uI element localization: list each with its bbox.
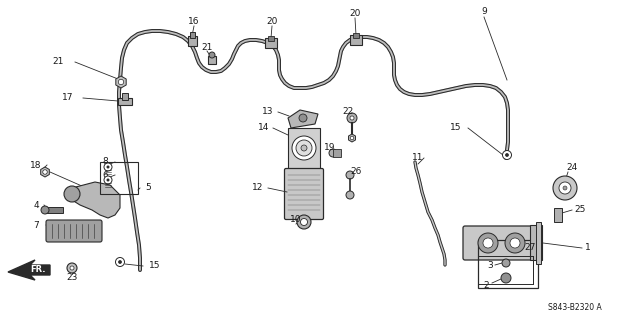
- Circle shape: [106, 166, 109, 168]
- Text: 5: 5: [145, 183, 151, 192]
- Text: 1: 1: [585, 243, 591, 253]
- Polygon shape: [116, 76, 126, 88]
- Bar: [530, 225, 542, 260]
- Circle shape: [70, 266, 74, 270]
- Circle shape: [346, 171, 354, 179]
- Bar: [190, 32, 195, 38]
- Circle shape: [347, 113, 357, 123]
- Circle shape: [64, 186, 80, 202]
- FancyBboxPatch shape: [285, 168, 323, 219]
- Circle shape: [43, 170, 47, 174]
- Bar: [350, 35, 362, 45]
- Circle shape: [67, 263, 77, 273]
- Text: 22: 22: [342, 108, 354, 116]
- Text: 13: 13: [262, 108, 274, 116]
- Text: 4: 4: [33, 201, 39, 210]
- Circle shape: [104, 176, 112, 184]
- Text: 19: 19: [324, 144, 336, 152]
- Text: 18: 18: [30, 160, 42, 169]
- Bar: [333, 149, 341, 157]
- Circle shape: [563, 186, 567, 190]
- Circle shape: [115, 257, 125, 266]
- Polygon shape: [349, 134, 355, 142]
- Text: 12: 12: [252, 183, 264, 192]
- Bar: [122, 93, 128, 100]
- Bar: [208, 56, 216, 64]
- Circle shape: [350, 116, 354, 120]
- Circle shape: [559, 182, 571, 194]
- Bar: [353, 33, 359, 38]
- Text: FR.: FR.: [30, 265, 45, 275]
- Polygon shape: [8, 260, 50, 280]
- Text: 20: 20: [349, 10, 361, 19]
- Circle shape: [510, 238, 520, 248]
- Bar: [478, 240, 538, 288]
- Bar: [268, 36, 274, 41]
- Circle shape: [501, 273, 511, 283]
- Circle shape: [301, 145, 307, 151]
- Text: 2: 2: [483, 281, 489, 291]
- Text: 23: 23: [67, 273, 77, 283]
- Bar: [554, 208, 562, 222]
- Text: 9: 9: [481, 8, 487, 17]
- Text: S843-B2320 A: S843-B2320 A: [548, 303, 602, 313]
- Text: 15: 15: [451, 123, 461, 132]
- Text: 6: 6: [102, 170, 108, 180]
- Text: 26: 26: [350, 167, 362, 176]
- FancyBboxPatch shape: [463, 226, 532, 260]
- Text: 21: 21: [52, 57, 64, 66]
- Circle shape: [329, 149, 337, 157]
- Circle shape: [296, 140, 312, 156]
- Circle shape: [301, 219, 307, 226]
- Polygon shape: [41, 167, 49, 177]
- Text: 11: 11: [412, 153, 424, 162]
- Text: 14: 14: [259, 123, 269, 132]
- Bar: [100, 162, 138, 194]
- Circle shape: [505, 233, 525, 253]
- Text: 24: 24: [566, 164, 578, 173]
- Polygon shape: [288, 110, 318, 128]
- Circle shape: [106, 179, 109, 182]
- Circle shape: [292, 136, 316, 160]
- Circle shape: [502, 259, 510, 267]
- Text: 16: 16: [188, 18, 200, 26]
- FancyBboxPatch shape: [46, 220, 102, 242]
- Circle shape: [104, 163, 112, 171]
- Circle shape: [346, 191, 354, 199]
- Circle shape: [506, 153, 509, 157]
- Text: 10: 10: [291, 216, 301, 225]
- Circle shape: [553, 176, 577, 200]
- Bar: [288, 128, 320, 170]
- Circle shape: [41, 206, 49, 214]
- Text: 7: 7: [33, 220, 39, 229]
- Text: 3: 3: [487, 261, 493, 270]
- Text: 15: 15: [149, 262, 161, 271]
- Text: 8: 8: [102, 158, 108, 167]
- Circle shape: [350, 136, 354, 140]
- Circle shape: [118, 79, 124, 85]
- Circle shape: [297, 215, 311, 229]
- Circle shape: [209, 52, 215, 58]
- Text: 17: 17: [62, 93, 74, 102]
- Circle shape: [118, 261, 122, 263]
- Bar: [478, 256, 533, 284]
- Text: 21: 21: [202, 43, 212, 53]
- Polygon shape: [72, 182, 120, 218]
- Text: 25: 25: [574, 205, 586, 214]
- Circle shape: [478, 233, 498, 253]
- Bar: [188, 36, 197, 46]
- Circle shape: [502, 151, 511, 160]
- Text: 27: 27: [524, 243, 536, 253]
- Bar: [536, 222, 541, 264]
- Bar: [265, 38, 277, 48]
- Circle shape: [299, 114, 307, 122]
- Bar: [118, 98, 132, 105]
- Circle shape: [483, 238, 493, 248]
- Bar: [45, 207, 63, 213]
- Text: 20: 20: [266, 18, 278, 26]
